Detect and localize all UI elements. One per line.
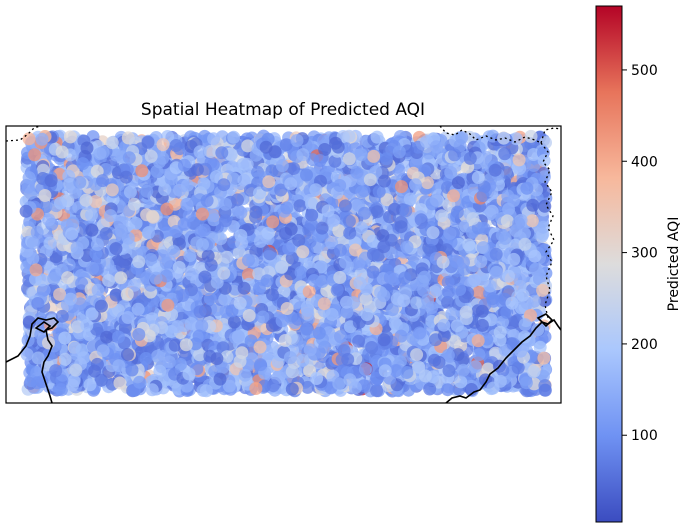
- aqi-point: [423, 382, 437, 396]
- aqi-point: [392, 163, 406, 177]
- aqi-point: [450, 319, 464, 333]
- map-axes: Spatial Heatmap of Predicted AQI: [5, 100, 562, 404]
- aqi-point: [533, 340, 547, 354]
- aqi-point: [162, 355, 176, 369]
- aqi-point: [210, 303, 224, 317]
- aqi-point: [153, 364, 167, 378]
- aqi-point: [167, 215, 181, 228]
- aqi-point: [430, 283, 444, 297]
- aqi-point: [218, 292, 232, 306]
- aqi-point: [156, 138, 170, 152]
- aqi-point: [301, 380, 315, 394]
- aqi-point: [232, 246, 246, 260]
- aqi-point: [365, 341, 379, 354]
- aqi-point: [227, 315, 241, 329]
- aqi-point: [537, 351, 551, 365]
- aqi-point: [26, 236, 40, 250]
- aqi-point: [242, 268, 255, 281]
- aqi-point: [94, 373, 108, 387]
- aqi-point: [370, 384, 384, 398]
- aqi-point: [227, 130, 241, 144]
- aqi-point: [527, 159, 541, 172]
- aqi-point: [441, 295, 455, 309]
- aqi-point: [509, 132, 523, 146]
- aqi-point: [299, 322, 313, 336]
- aqi-point: [55, 383, 68, 397]
- aqi-points: [19, 129, 553, 398]
- aqi-point: [377, 333, 391, 347]
- aqi-point: [472, 285, 486, 299]
- aqi-point: [443, 226, 457, 240]
